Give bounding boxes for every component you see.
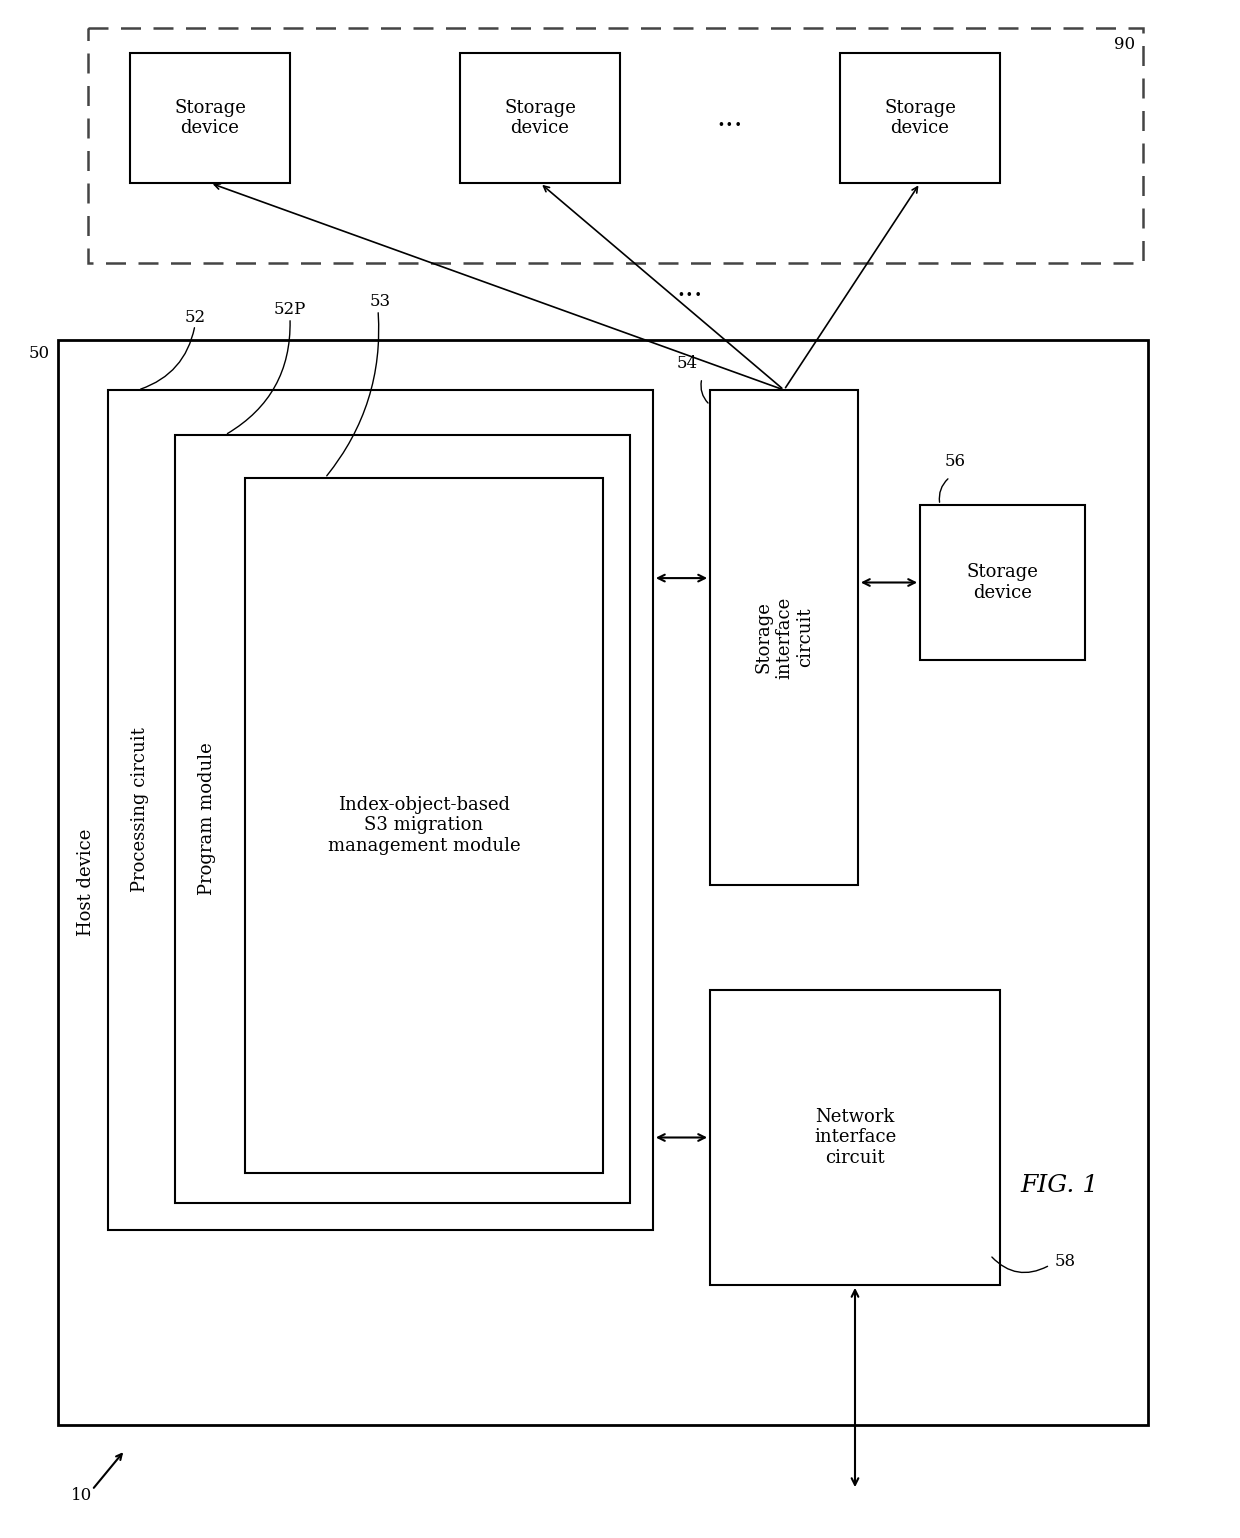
Bar: [175, 435, 630, 1203]
Text: Host device: Host device: [77, 829, 95, 937]
Text: Storage
device: Storage device: [884, 98, 956, 137]
Text: Storage
device: Storage device: [505, 98, 575, 137]
Text: 53: 53: [370, 294, 391, 311]
Text: FIG. 1: FIG. 1: [1021, 1173, 1099, 1197]
Text: 10: 10: [72, 1487, 93, 1504]
Text: 58: 58: [1055, 1253, 1076, 1270]
Bar: [88, 28, 1143, 263]
Text: Storage
device: Storage device: [966, 563, 1038, 601]
Text: Storage
interface
circuit: Storage interface circuit: [754, 597, 813, 678]
Bar: [108, 391, 653, 1230]
Text: 52: 52: [185, 309, 206, 326]
Text: 90: 90: [1114, 35, 1135, 52]
Text: Processing circuit: Processing circuit: [131, 727, 149, 892]
Text: ...: ...: [717, 105, 743, 132]
Bar: [246, 478, 603, 1173]
Bar: [130, 52, 290, 183]
Bar: [460, 52, 620, 183]
Text: 50: 50: [29, 345, 50, 361]
Text: Index-object-based
S3 migration
management module: Index-object-based S3 migration manageme…: [327, 795, 521, 855]
Bar: [711, 391, 858, 884]
Text: Program module: Program module: [198, 743, 216, 895]
Bar: [839, 52, 999, 183]
Text: Network
interface
circuit: Network interface circuit: [813, 1107, 897, 1167]
Text: ...: ...: [677, 274, 703, 301]
Text: Storage
device: Storage device: [174, 98, 246, 137]
Text: 52P: 52P: [274, 301, 306, 318]
Text: 54: 54: [677, 355, 698, 372]
Bar: [711, 990, 999, 1286]
Bar: [58, 340, 1148, 1426]
Text: 56: 56: [945, 454, 966, 471]
Bar: [920, 504, 1085, 660]
